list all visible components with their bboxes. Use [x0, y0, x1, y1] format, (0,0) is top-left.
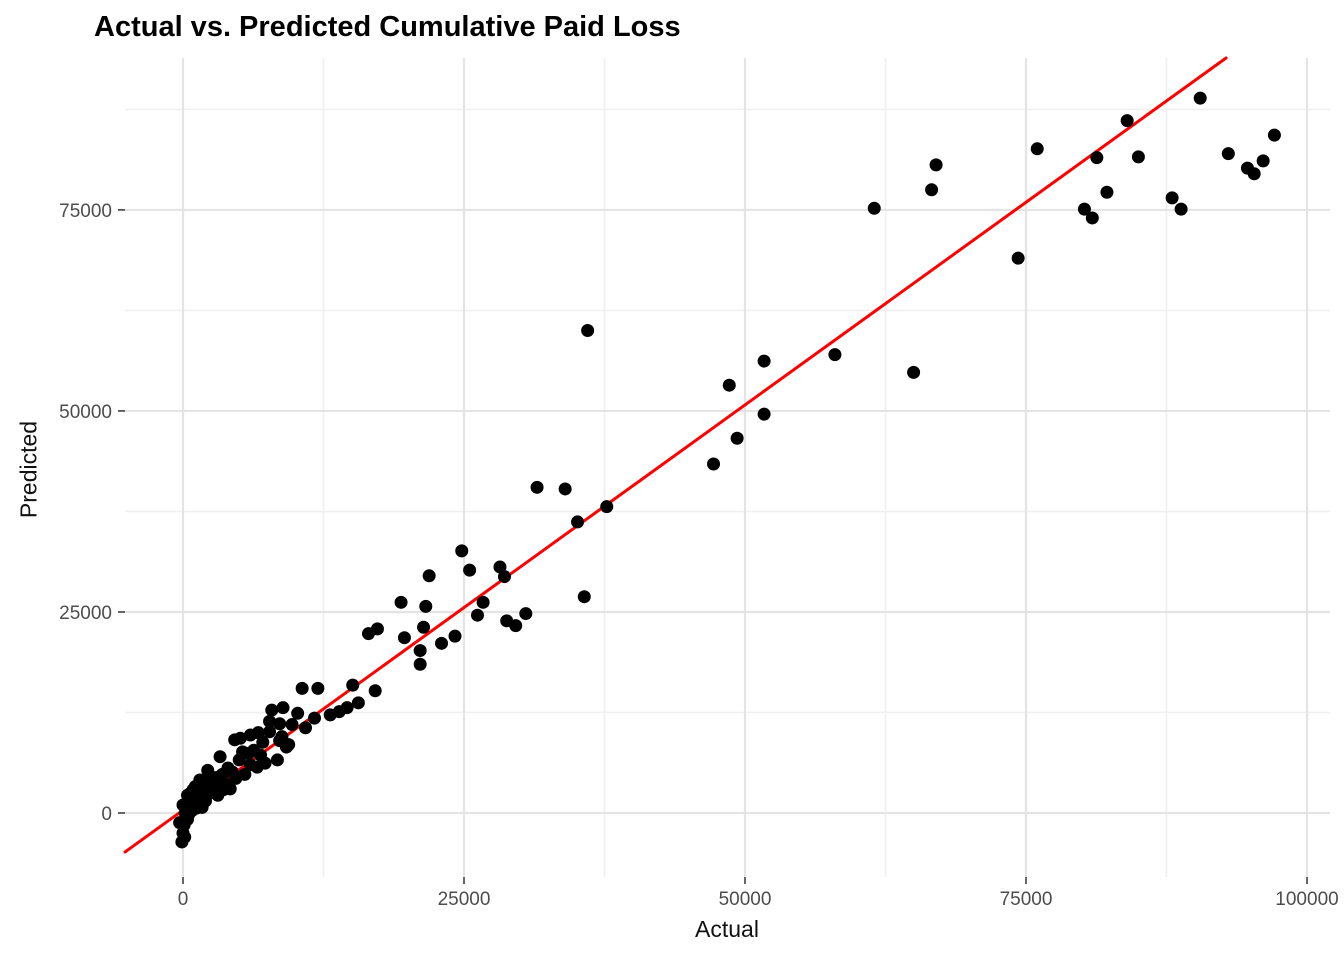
data-point — [254, 748, 268, 762]
data-point — [455, 544, 469, 558]
data-point — [276, 701, 290, 715]
data-point — [295, 681, 309, 695]
x-axis-title: Actual — [0, 916, 1344, 943]
data-point — [308, 711, 322, 725]
data-point — [530, 480, 544, 494]
data-point — [1090, 151, 1104, 165]
data-point — [925, 183, 939, 197]
data-point — [435, 636, 449, 650]
data-point — [273, 717, 287, 731]
data-point — [184, 786, 198, 800]
data-point — [1193, 91, 1207, 105]
data-point — [299, 721, 313, 735]
chart-title: Actual vs. Predicted Cumulative Paid Los… — [94, 11, 681, 43]
data-point — [476, 595, 490, 609]
y-axis-title: Predicted — [15, 420, 42, 519]
data-point — [263, 714, 277, 728]
data-point — [828, 348, 842, 362]
data-point — [448, 629, 462, 643]
data-point — [291, 706, 305, 720]
y-tick-label: 75000 — [59, 201, 112, 222]
data-point — [263, 725, 277, 739]
data-point — [213, 750, 227, 764]
data-point — [463, 563, 477, 577]
data-point — [1131, 150, 1145, 164]
data-point — [368, 684, 382, 698]
data-point — [397, 631, 411, 645]
data-point — [394, 595, 408, 609]
data-point — [202, 768, 216, 782]
data-point — [413, 644, 427, 658]
data-point — [232, 753, 246, 767]
data-point — [707, 457, 721, 471]
data-point — [1085, 211, 1099, 225]
data-point — [413, 657, 427, 671]
data-point — [243, 758, 257, 772]
data-point — [279, 740, 293, 754]
data-point — [571, 515, 585, 529]
data-point — [757, 407, 771, 421]
data-point — [422, 569, 436, 583]
data-point — [228, 733, 242, 747]
data-point — [730, 431, 744, 445]
data-point — [509, 619, 523, 633]
y-tick-label: 25000 — [59, 603, 112, 624]
data-point — [265, 703, 279, 717]
data-point — [1267, 128, 1281, 142]
data-point — [311, 681, 325, 695]
data-point — [243, 728, 257, 742]
data-point — [577, 590, 591, 604]
data-point — [223, 782, 237, 796]
x-tick-label: 25000 — [438, 889, 491, 910]
data-point — [1077, 202, 1091, 216]
x-tick-label: 100000 — [1275, 889, 1338, 910]
data-point — [178, 830, 192, 844]
data-point — [417, 620, 431, 634]
data-point — [1030, 142, 1044, 156]
panel-background — [125, 58, 1330, 877]
data-point — [722, 378, 736, 392]
data-point — [1256, 154, 1270, 168]
data-point — [929, 158, 943, 172]
data-point — [256, 735, 270, 749]
data-point — [346, 678, 360, 692]
data-point — [1011, 251, 1025, 265]
data-point — [558, 482, 572, 496]
data-point — [1165, 191, 1179, 205]
data-point — [370, 622, 384, 636]
data-point — [519, 607, 533, 621]
data-point — [581, 324, 595, 338]
y-tick-label: 50000 — [59, 402, 112, 423]
data-point — [1100, 185, 1114, 199]
data-point — [497, 570, 511, 584]
data-point — [1221, 147, 1235, 161]
data-point — [285, 718, 299, 732]
x-tick-label: 50000 — [719, 889, 772, 910]
x-tick-label: 75000 — [1000, 889, 1053, 910]
data-point — [211, 788, 225, 802]
data-point — [867, 201, 881, 215]
y-tick-label: 0 — [101, 804, 112, 825]
data-point — [351, 696, 365, 710]
data-point — [195, 800, 209, 814]
data-point — [270, 753, 284, 767]
data-point — [1120, 114, 1134, 128]
data-point — [182, 808, 196, 822]
data-point — [275, 730, 289, 744]
data-point — [493, 560, 507, 574]
x-tick-label: 0 — [178, 889, 189, 910]
data-point — [238, 767, 252, 781]
data-point — [907, 365, 921, 379]
data-point — [757, 354, 771, 368]
data-point — [1247, 167, 1261, 181]
data-point — [177, 818, 191, 832]
data-point — [323, 708, 337, 722]
data-point — [1174, 202, 1188, 216]
data-point — [419, 599, 433, 613]
data-point — [600, 500, 614, 514]
x-axis-title-text: Actual — [695, 916, 759, 942]
data-point — [470, 608, 484, 622]
